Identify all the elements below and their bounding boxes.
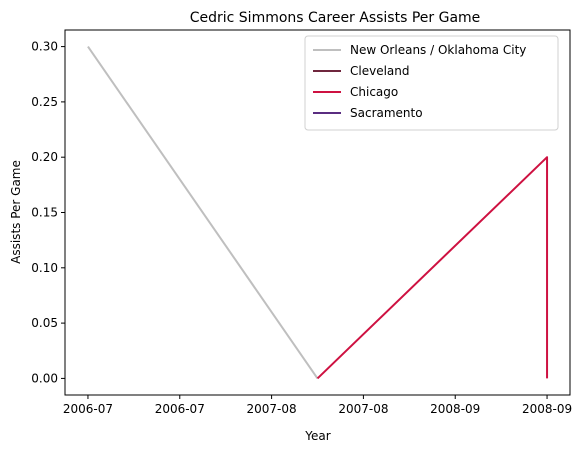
- x-tick-label: 2006-07: [155, 402, 205, 416]
- y-axis: 0.00 0.05 0.10 0.15 0.20 0.25 0.30: [31, 40, 65, 385]
- legend-label: Cleveland: [350, 64, 410, 78]
- y-axis-label: Assists Per Game: [9, 160, 23, 264]
- series-lines: [87, 46, 549, 380]
- x-tick-label: 2007-08: [338, 402, 388, 416]
- x-axis-label: Year: [304, 429, 330, 443]
- legend: New Orleans / Oklahoma City Cleveland Chic…: [304, 35, 559, 131]
- y-tick-label: 0.15: [31, 206, 58, 220]
- legend-box: [304, 35, 559, 131]
- y-tick-label: 0.30: [31, 40, 58, 54]
- y-tick-label: 0.25: [31, 95, 58, 109]
- x-tick-label: 2006-07: [63, 402, 113, 416]
- y-tick-label: 0.05: [31, 316, 58, 330]
- chart-title: Cedric Simmons Career Assists Per Game: [190, 10, 481, 26]
- legend-label: Sacramento: [350, 106, 423, 120]
- y-tick-label: 0.20: [31, 150, 58, 164]
- y-tick-label: 0.00: [31, 371, 58, 385]
- x-tick-label: 2008-09: [522, 402, 572, 416]
- x-tick-label: 2008-09: [430, 402, 480, 416]
- legend-label: New Orleans / Oklahoma City: [350, 43, 526, 57]
- series-line-new-orleans-oklahoma-city: [87, 46, 319, 379]
- y-tick-label: 0.10: [31, 261, 58, 275]
- x-tick-label: 2007-08: [247, 402, 297, 416]
- x-axis: 2006-07 2006-07 2007-08 2007-08 2008-09 2008-…: [63, 395, 572, 416]
- legend-label: Chicago: [350, 85, 398, 99]
- series-line-chicago: [316, 156, 549, 380]
